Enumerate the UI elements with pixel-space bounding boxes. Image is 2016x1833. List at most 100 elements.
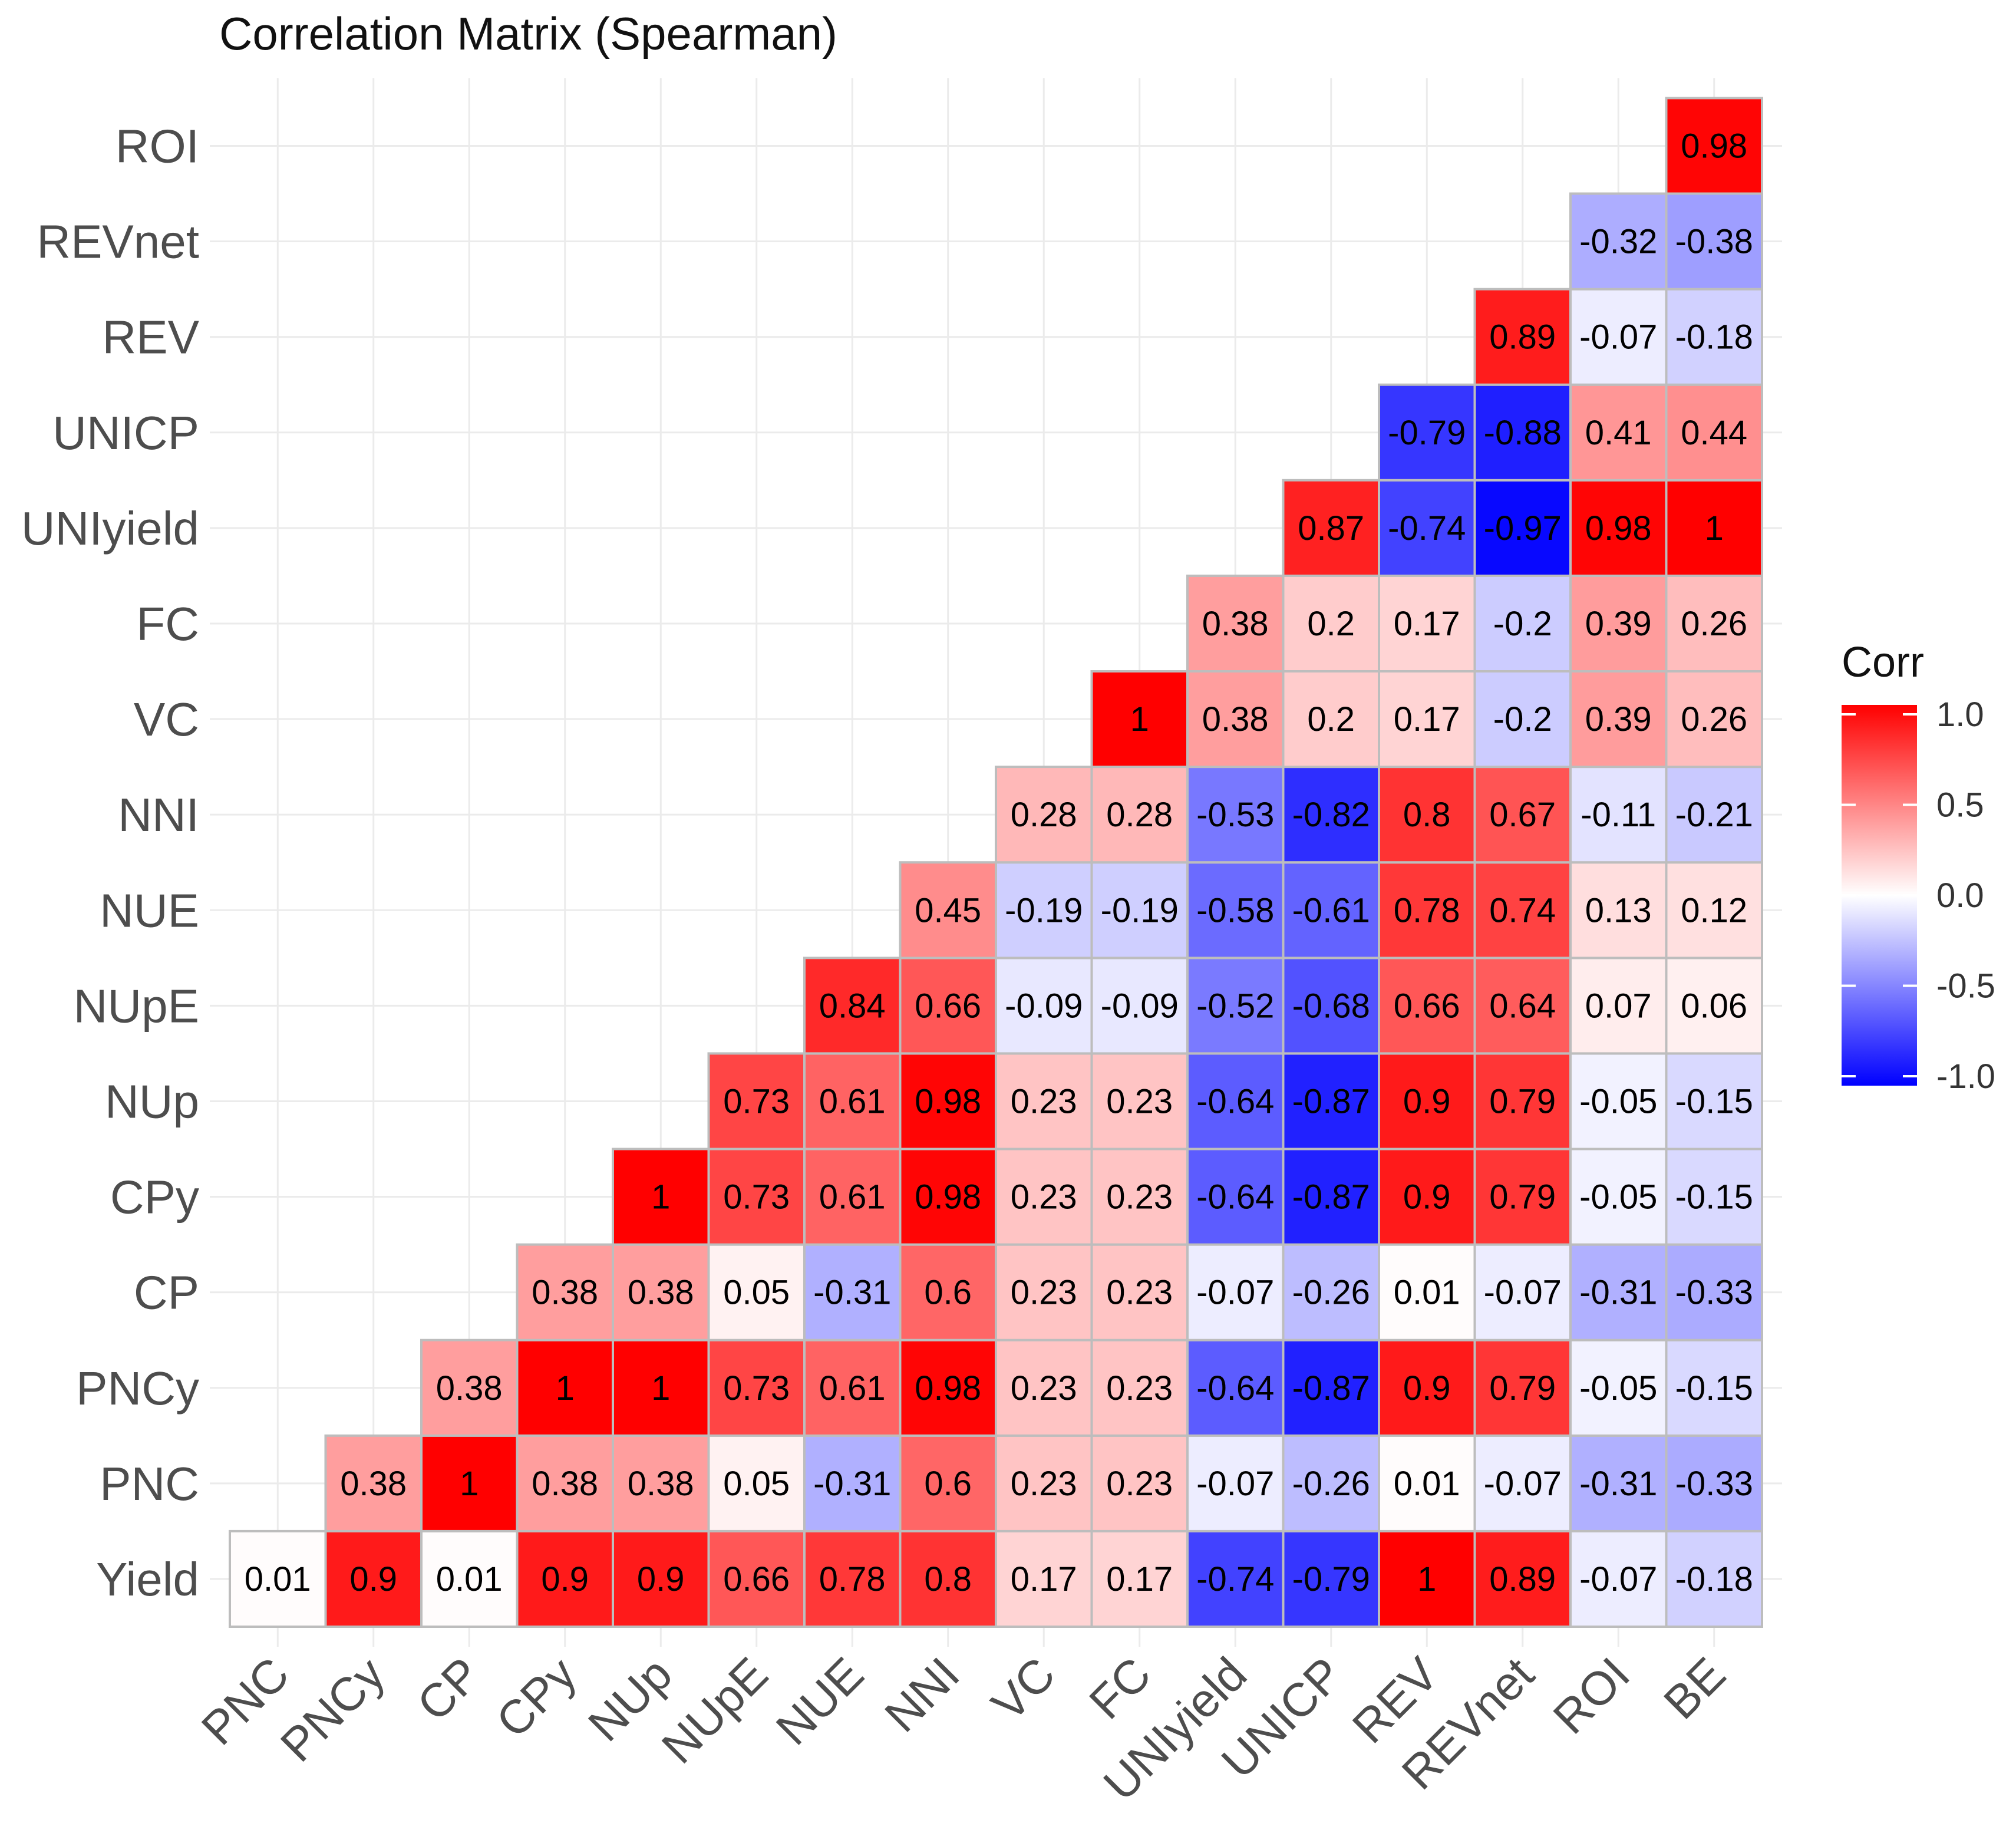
heatmap-cell bbox=[803, 957, 902, 1055]
cell-value-label: 0.17 bbox=[1394, 700, 1460, 739]
cell-value-label: -0.79 bbox=[1388, 414, 1466, 452]
heatmap-cell bbox=[803, 1434, 902, 1532]
heatmap-cells: 0.01 0.9 0.01 0.9 0.9 0.66 0.78 0.8 0.17 0.17 -0.7… bbox=[229, 97, 1763, 1628]
cell-value-label: 0.87 bbox=[1298, 509, 1364, 548]
cell-value-label: 0.98 bbox=[915, 1082, 981, 1120]
cell-value-label: 0.06 bbox=[1681, 987, 1747, 1025]
cell-value-label: -0.07 bbox=[1484, 1465, 1562, 1503]
cell-value-label: -0.61 bbox=[1292, 891, 1370, 929]
cell-value-label: 0.66 bbox=[723, 1560, 790, 1598]
cell-value-label: -0.2 bbox=[1493, 700, 1552, 739]
cell-value-label: 0.23 bbox=[1011, 1178, 1077, 1216]
cell-value-label: 0.44 bbox=[1681, 414, 1747, 452]
heatmap-cell bbox=[1473, 479, 1572, 577]
heatmap-cell bbox=[229, 1529, 327, 1628]
cell-value-label: 0.12 bbox=[1681, 891, 1747, 929]
heatmap-cell bbox=[1186, 957, 1285, 1055]
heatmap-cell bbox=[1186, 1243, 1285, 1341]
cell-value-label: 0.45 bbox=[915, 891, 981, 929]
heatmap-cell bbox=[1473, 288, 1572, 386]
heatmap-cell bbox=[1186, 861, 1285, 960]
cell-value-label: 0.6 bbox=[924, 1274, 972, 1312]
heatmap-cell bbox=[516, 1529, 614, 1628]
cell-value-label: -0.33 bbox=[1675, 1274, 1753, 1312]
heatmap-cell bbox=[1569, 766, 1668, 864]
cell-value-label: 1 bbox=[651, 1369, 670, 1407]
heatmap-cell bbox=[1569, 574, 1668, 673]
cell-value-label: 0.38 bbox=[340, 1465, 407, 1503]
cell-value-label: 0.05 bbox=[723, 1465, 790, 1503]
heatmap-cell bbox=[1569, 670, 1668, 769]
heatmap-cell bbox=[1378, 1434, 1476, 1532]
cell-value-label: 0.9 bbox=[1403, 1369, 1451, 1407]
heatmap-cell bbox=[1665, 1434, 1763, 1532]
cell-value-label: 0.38 bbox=[532, 1465, 598, 1503]
cell-value-label: 0.23 bbox=[1106, 1082, 1173, 1120]
cell-value-label: -0.21 bbox=[1675, 796, 1753, 834]
cell-value-label: -0.52 bbox=[1196, 987, 1274, 1025]
cell-value-label: 0.01 bbox=[1394, 1274, 1460, 1312]
cell-value-label: 0.26 bbox=[1681, 605, 1747, 643]
heatmap-cell bbox=[1569, 479, 1668, 577]
heatmap-cell bbox=[803, 1148, 902, 1246]
cell-value-label: 0.61 bbox=[819, 1178, 886, 1216]
chart-title: Correlation Matrix (Spearman) bbox=[219, 8, 837, 60]
heatmap-cell bbox=[707, 1339, 806, 1437]
heatmap-cell bbox=[1473, 1243, 1572, 1341]
heatmap-cell bbox=[1090, 1243, 1189, 1341]
cell-value-label: 0.38 bbox=[532, 1274, 598, 1312]
cell-value-label: 0.38 bbox=[1202, 605, 1269, 643]
cell-value-label: -0.07 bbox=[1579, 318, 1657, 357]
heatmap-cell bbox=[899, 1339, 997, 1437]
heatmap-cell bbox=[1186, 670, 1285, 769]
cell-value-label: -0.19 bbox=[1101, 891, 1179, 929]
heatmap-cell bbox=[1378, 1529, 1476, 1628]
cell-value-label: 0.2 bbox=[1307, 700, 1355, 739]
heatmap-cell bbox=[1569, 957, 1668, 1055]
cell-value-label: -0.07 bbox=[1579, 1560, 1657, 1598]
heatmap-cell bbox=[1378, 1339, 1476, 1437]
cell-value-label: 0.23 bbox=[1011, 1274, 1077, 1312]
heatmap-cell bbox=[995, 766, 1093, 864]
heatmap-cell bbox=[995, 1339, 1093, 1437]
heatmap-cell bbox=[1665, 1148, 1763, 1246]
heatmap-cell bbox=[995, 1529, 1093, 1628]
cell-value-label: -0.31 bbox=[1579, 1274, 1657, 1312]
heatmap-cell bbox=[899, 1052, 997, 1150]
legend-tick-label: 0.5 bbox=[1936, 786, 1984, 825]
cell-value-label: -0.68 bbox=[1292, 987, 1370, 1025]
heatmap-cell bbox=[899, 1434, 997, 1532]
cell-value-label: 0.38 bbox=[628, 1465, 694, 1503]
heatmap-cell bbox=[1665, 861, 1763, 960]
cell-value-label: -0.87 bbox=[1292, 1082, 1370, 1120]
y-tick-label: NUpE bbox=[74, 980, 199, 1032]
heatmap-cell bbox=[1282, 670, 1380, 769]
cell-value-label: 0.26 bbox=[1681, 700, 1747, 739]
legend-tick-label: -0.5 bbox=[1936, 967, 1995, 1005]
y-tick-label: Yield bbox=[96, 1553, 199, 1605]
cell-value-label: 0.98 bbox=[915, 1178, 981, 1216]
heatmap-cell bbox=[1473, 1434, 1572, 1532]
cell-value-label: -0.79 bbox=[1292, 1560, 1370, 1598]
cell-value-label: 1 bbox=[651, 1178, 670, 1216]
cell-value-label: -0.31 bbox=[1579, 1465, 1657, 1503]
cell-value-label: 0.23 bbox=[1011, 1082, 1077, 1120]
heatmap-cell bbox=[899, 861, 997, 960]
cell-value-label: 0.61 bbox=[819, 1369, 886, 1407]
cell-value-label: -0.31 bbox=[813, 1465, 891, 1503]
heatmap-cell bbox=[1569, 1148, 1668, 1246]
heatmap-cell bbox=[1378, 383, 1476, 482]
cell-value-label: 0.23 bbox=[1011, 1369, 1077, 1407]
cell-value-label: 0.9 bbox=[1403, 1178, 1451, 1216]
heatmap-cell bbox=[707, 1529, 806, 1628]
heatmap-cell bbox=[1665, 766, 1763, 864]
cell-value-label: 0.05 bbox=[723, 1274, 790, 1312]
cell-value-label: 0.8 bbox=[1403, 796, 1451, 834]
cell-value-label: -0.2 bbox=[1493, 605, 1552, 643]
cell-value-label: -0.07 bbox=[1196, 1465, 1274, 1503]
heatmap-cell bbox=[1569, 1529, 1668, 1628]
color-legend: Corr 1.0 0.5 0.0 -0.5 -1.0 bbox=[1842, 639, 1995, 1096]
legend-tick-label: 1.0 bbox=[1936, 695, 1984, 734]
heatmap-cell bbox=[899, 1243, 997, 1341]
y-axis-tick-labels: Yield PNC PNCy CP CPy NUp NUpE NUE NNI VC FC UNIyie… bbox=[21, 120, 200, 1605]
